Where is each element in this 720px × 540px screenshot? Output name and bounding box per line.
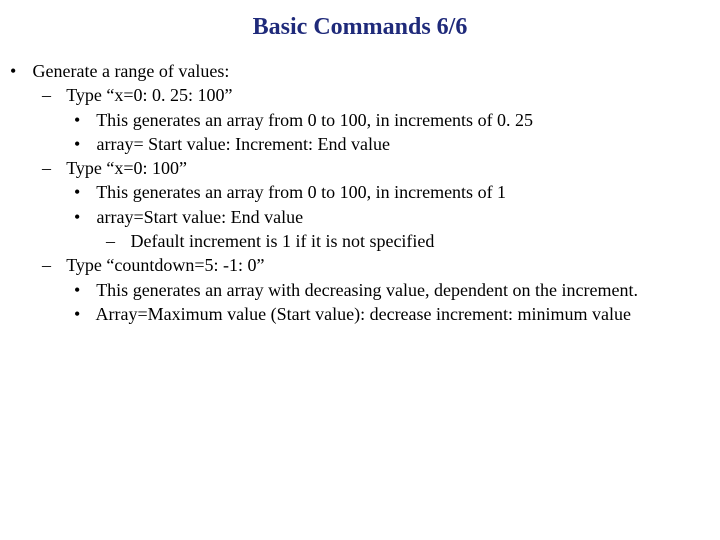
list-item: Type “x=0: 100” This generates an array … bbox=[62, 156, 710, 253]
list-item: This generates an array from 0 to 100, i… bbox=[92, 108, 710, 132]
list-item-text: array=Start value: End value bbox=[97, 207, 304, 227]
list-item-text: Generate a range of values: bbox=[33, 61, 230, 81]
list-item-text: This generates an array from 0 to 100, i… bbox=[96, 110, 533, 130]
list-item: array=Start value: End value Default inc… bbox=[92, 205, 710, 254]
list-item: array= Start value: Increment: End value bbox=[92, 132, 710, 156]
list-item: Type “x=0: 0. 25: 100” This generates an… bbox=[62, 83, 710, 156]
list-item-text: This generates an array with decreasing … bbox=[96, 280, 638, 300]
list-item: Default increment is 1 if it is not spec… bbox=[126, 229, 710, 253]
list-item-text: This generates an array from 0 to 100, i… bbox=[96, 182, 506, 202]
list-item-text: Type “x=0: 0. 25: 100” bbox=[66, 85, 232, 105]
list-item-text: array= Start value: Increment: End value bbox=[97, 134, 391, 154]
slide: Basic Commands 6/6 Generate a range of v… bbox=[0, 0, 720, 540]
list-item: Type “countdown=5: -1: 0” This generates… bbox=[62, 253, 710, 326]
list-item: Generate a range of values: Type “x=0: 0… bbox=[28, 59, 710, 326]
list-item-text: Array=Maximum value (Start value): decre… bbox=[96, 304, 631, 324]
list-item-text: Type “x=0: 100” bbox=[66, 158, 187, 178]
slide-body: Generate a range of values: Type “x=0: 0… bbox=[10, 59, 710, 326]
list-item: This generates an array from 0 to 100, i… bbox=[92, 180, 710, 204]
list-item-text: Default increment is 1 if it is not spec… bbox=[131, 231, 435, 251]
list-item: Array=Maximum value (Start value): decre… bbox=[92, 302, 710, 326]
slide-title: Basic Commands 6/6 bbox=[10, 14, 710, 41]
list-item: This generates an array with decreasing … bbox=[92, 278, 710, 302]
list-item-text: Type “countdown=5: -1: 0” bbox=[66, 255, 264, 275]
